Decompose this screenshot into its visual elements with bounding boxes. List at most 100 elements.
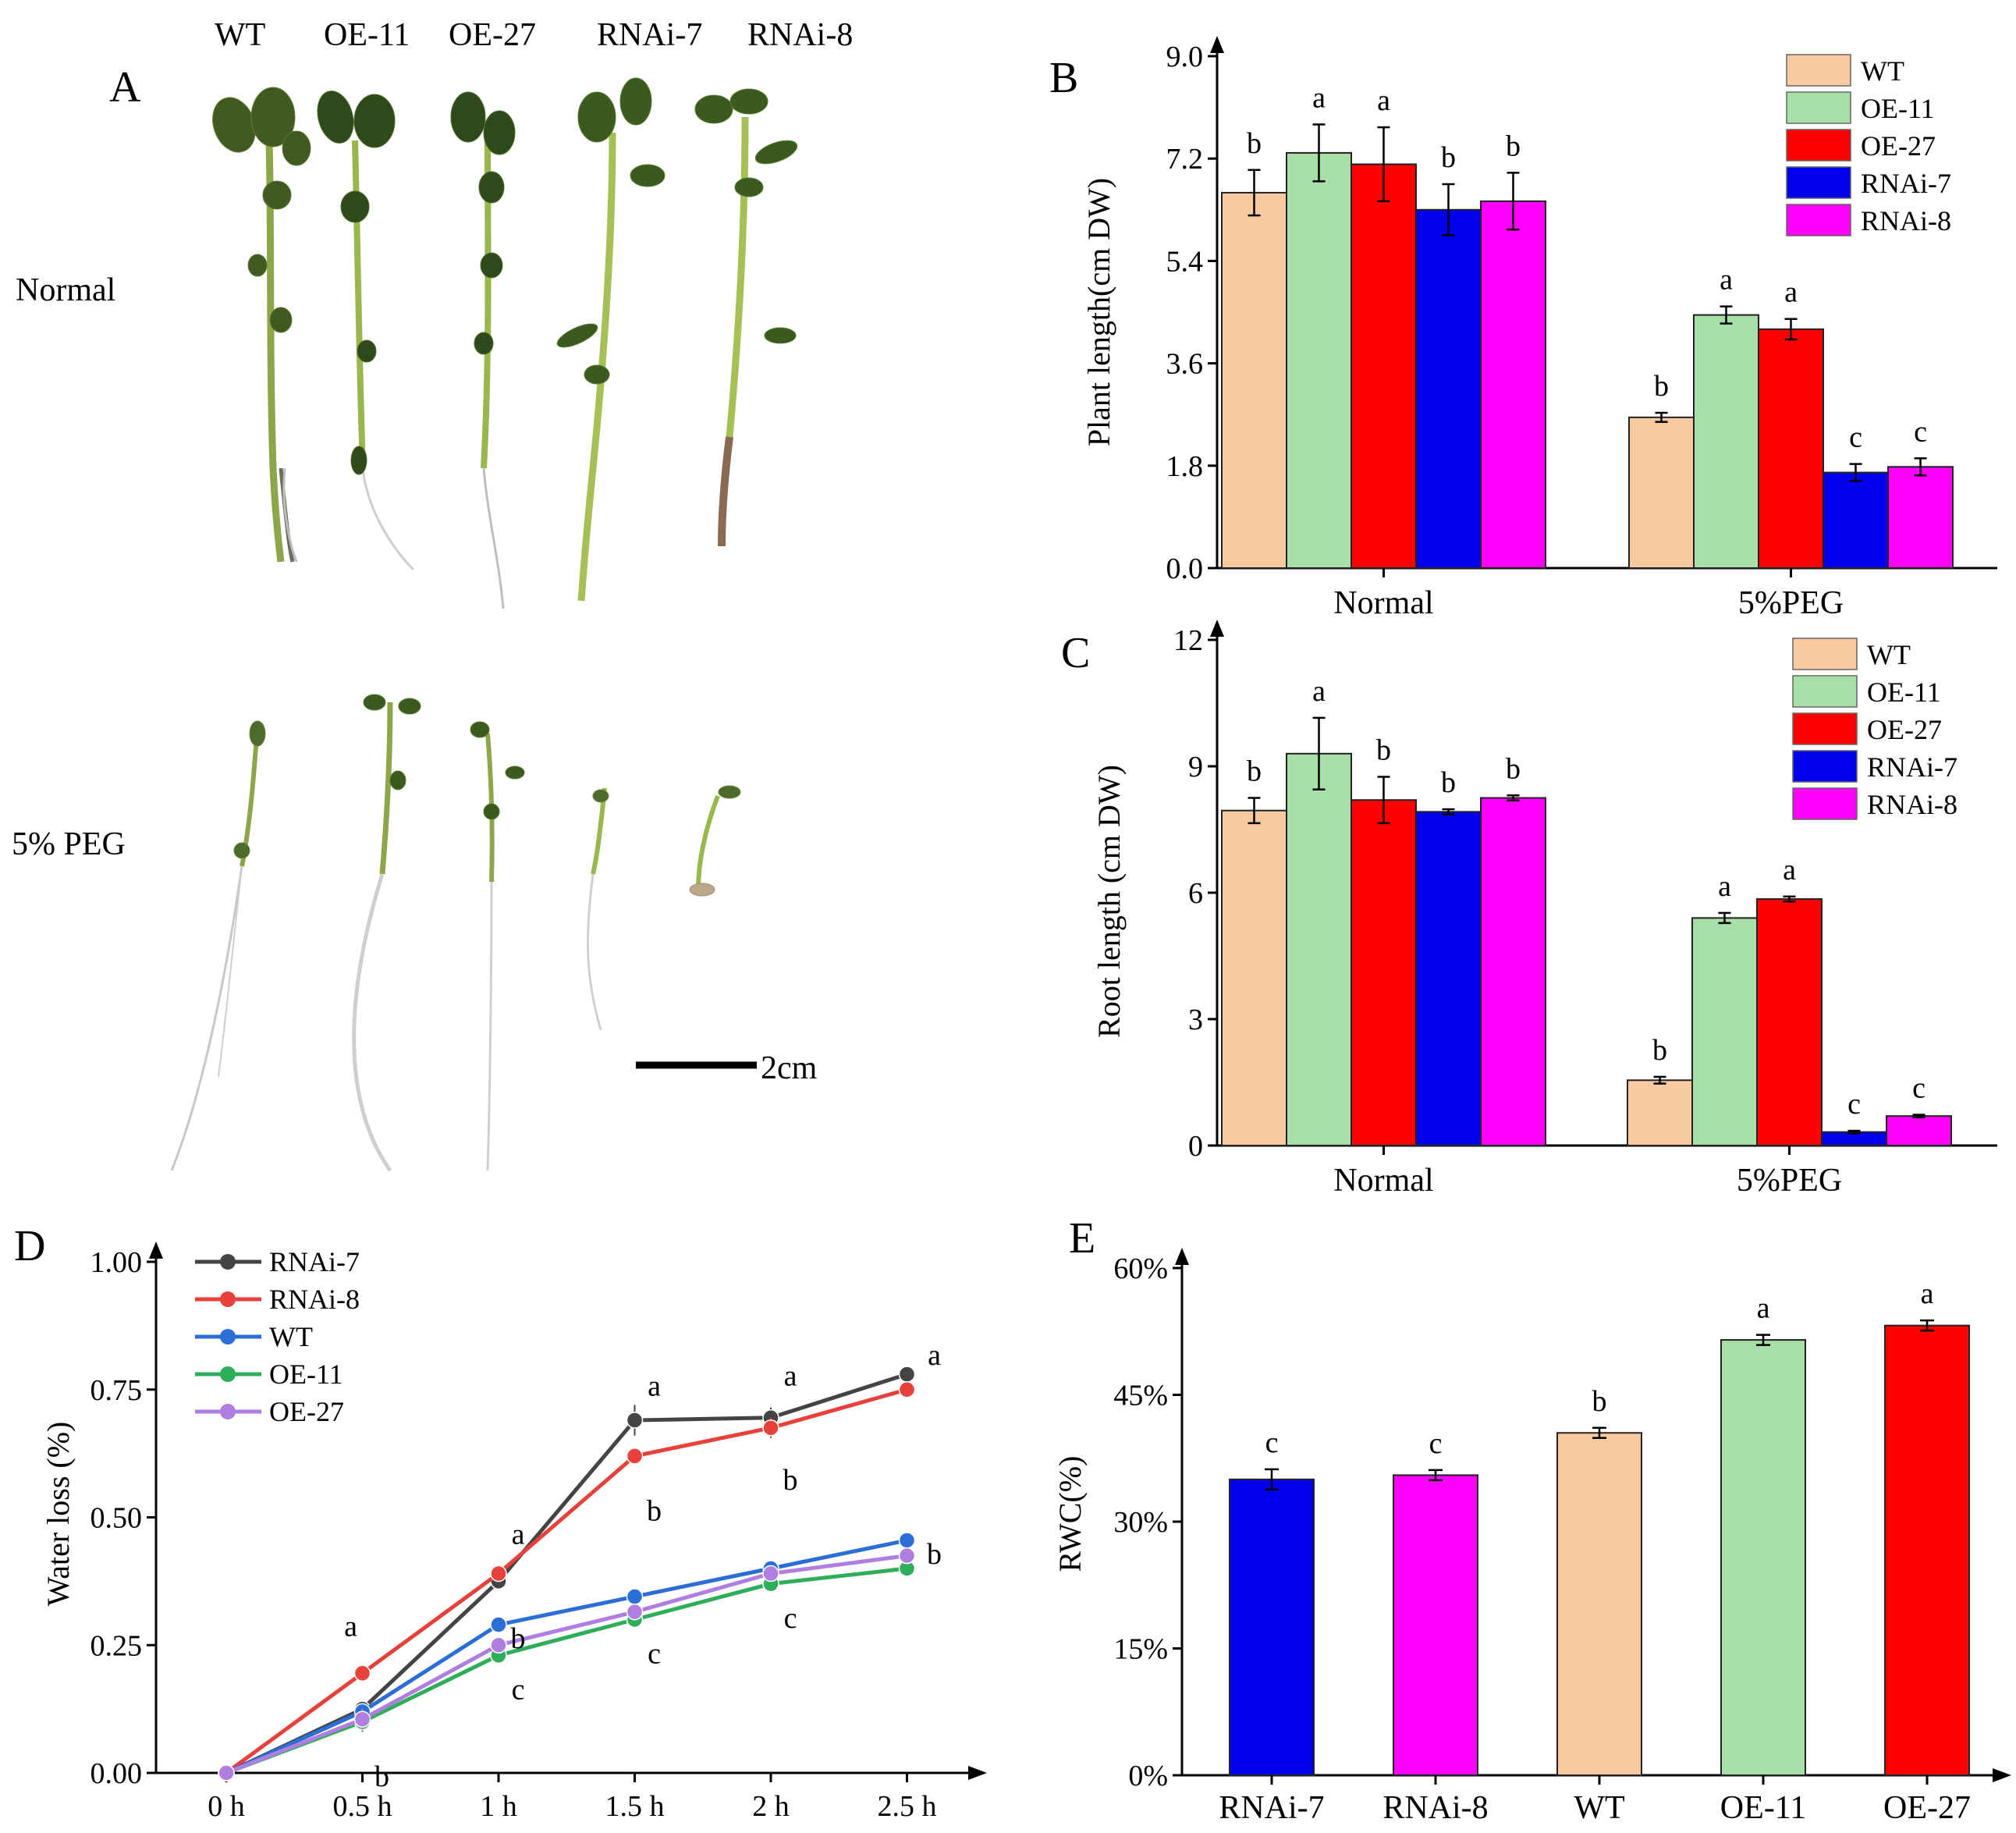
panel-d-legend-marker bbox=[220, 1329, 236, 1345]
panel-d: D Water loss (%) 0.00 0.25 0.50 0.75 1.00 0 h… bbox=[14, 1222, 987, 1823]
seedling-peg-oe11 bbox=[352, 694, 421, 1172]
panel-c-bar-5-peg-rnai-8 bbox=[1886, 1115, 1952, 1146]
panel-b-ytick-label: 5.4 bbox=[1166, 245, 1204, 278]
panel-c-legend-label: RNAi-8 bbox=[1867, 789, 1957, 820]
panel-c-sig-letter: b bbox=[1506, 752, 1521, 785]
panel-e-bar-oe-27 bbox=[1884, 1324, 1970, 1776]
panel-e-sig-letter: c bbox=[1429, 1427, 1443, 1460]
panel-d-sig-letter: b bbox=[511, 1622, 526, 1655]
panel-d-ytick-label: 0.75 bbox=[91, 1374, 143, 1407]
panel-d-point-oe-27 bbox=[898, 1547, 916, 1565]
panel-b-bar-normal-oe-27 bbox=[1351, 163, 1417, 569]
panel-b-legend-label: OE-11 bbox=[1861, 93, 1935, 124]
panel-d-xtick-label: 1.5 h bbox=[605, 1790, 665, 1823]
seedling-normal-rnai8 bbox=[694, 88, 798, 547]
genotype-label-rnai7: RNAi-7 bbox=[597, 17, 702, 53]
panel-c-xtick-label: Normal bbox=[1333, 1163, 1433, 1199]
panel-d-y-arrow bbox=[149, 1242, 163, 1259]
panel-d-legend-label: WT bbox=[269, 1321, 313, 1352]
panel-d-sig-letter: b bbox=[783, 1464, 798, 1497]
panel-c-bar-normal-rnai-8 bbox=[1480, 797, 1546, 1146]
panel-d-label: D bbox=[14, 1222, 45, 1270]
panel-e-y-arrow bbox=[1175, 1248, 1189, 1265]
panel-d-line-rnai-7 bbox=[225, 1372, 908, 1775]
panel-e-ytick-label: 45% bbox=[1113, 1380, 1168, 1412]
panel-b-xtick-label: 5%PEG bbox=[1738, 585, 1844, 621]
panel-d-point-rnai-8 bbox=[490, 1565, 507, 1583]
panel-c-legend-label: WT bbox=[1867, 639, 1911, 670]
panel-e-ytick-label: 15% bbox=[1113, 1633, 1168, 1666]
panel-d-point-oe-27 bbox=[218, 1764, 235, 1781]
panel-d-legend-marker bbox=[220, 1366, 236, 1382]
panel-d-legend-label: RNAi-7 bbox=[269, 1246, 360, 1277]
panel-e-xtick-label: RNAi-8 bbox=[1382, 1790, 1488, 1826]
panel-b-legend-label: OE-27 bbox=[1861, 130, 1936, 162]
panel-b-ytick-label: 7.2 bbox=[1166, 143, 1204, 176]
genotype-label-wt: WT bbox=[215, 17, 265, 53]
panel-d-line-oe-11 bbox=[225, 1566, 907, 1775]
panel-c-y-arrow bbox=[1210, 620, 1224, 637]
panel-d-point-wt bbox=[626, 1588, 644, 1605]
panel-b-sig-letter: b bbox=[1441, 141, 1456, 174]
panel-e-bar-rnai-7 bbox=[1229, 1478, 1315, 1777]
seedling-normal-oe27 bbox=[450, 91, 516, 609]
panel-b-ylabel: Plant length(cm DW) bbox=[1081, 178, 1116, 446]
panel-d-sig-letter: b bbox=[374, 1760, 389, 1793]
panel-d-point-oe-27 bbox=[762, 1565, 779, 1583]
panel-e: E RWC(%) 0% 15% 30% 45% 60% c RNAi-7 c RNAi-8 b WT… bbox=[1052, 1214, 2011, 1826]
panel-b-sig-letter: c bbox=[1914, 415, 1927, 448]
panel-b-sig-letter: c bbox=[1849, 421, 1862, 454]
panel-c-sig-letter: b bbox=[1441, 766, 1456, 799]
panel-e-bar-wt bbox=[1556, 1432, 1642, 1776]
panel-c-sig-letter: a bbox=[1783, 854, 1796, 886]
panel-b-sig-letter: b bbox=[1654, 370, 1669, 403]
panel-c-ytick-label: 3 bbox=[1188, 1004, 1203, 1036]
seedling-peg-rnai7 bbox=[586, 787, 609, 1031]
genotype-label-rnai8: RNAi-8 bbox=[747, 17, 853, 53]
panel-a-label: A bbox=[109, 63, 141, 112]
panel-c-ytick-label: 12 bbox=[1173, 624, 1203, 657]
panel-e-bar-rnai-8 bbox=[1393, 1474, 1478, 1776]
panel-b-ytick-label: 3.6 bbox=[1166, 348, 1204, 381]
panel-d-legend-label: RNAi-8 bbox=[269, 1284, 360, 1315]
panel-b-legend-label: WT bbox=[1861, 55, 1904, 87]
panel-e-label: E bbox=[1069, 1214, 1095, 1263]
panel-e-ytick-label: 0% bbox=[1128, 1760, 1168, 1792]
panel-a: A WT OE-11 OE-27 RNAi-7 RNAi-8 Normal 5%… bbox=[12, 17, 853, 1172]
panel-c-sig-letter: b bbox=[1376, 734, 1391, 767]
panel-c-legend-swatch-oe-27 bbox=[1792, 712, 1858, 745]
seedling-peg-wt bbox=[170, 720, 266, 1171]
panel-d-sig-letter: a bbox=[512, 1518, 525, 1551]
panel-d-legend-marker bbox=[220, 1254, 236, 1270]
panel-d-ytick-label: 0.00 bbox=[91, 1757, 143, 1790]
panel-e-xtick-label: OE-27 bbox=[1883, 1790, 1971, 1826]
panel-d-legend-label: OE-27 bbox=[269, 1396, 344, 1427]
panel-d-point-rnai-7 bbox=[898, 1366, 916, 1383]
panel-c-sig-letter: c bbox=[1847, 1088, 1861, 1121]
panel-d-xtick-label: 2.5 h bbox=[878, 1790, 937, 1823]
panel-d-point-rnai-8 bbox=[898, 1381, 916, 1398]
panel-d-sig-letter: a bbox=[928, 1339, 941, 1372]
panel-b-bar-5-peg-wt bbox=[1628, 416, 1695, 569]
panel-d-ytick-label: 1.00 bbox=[91, 1246, 143, 1279]
panel-e-sig-letter: c bbox=[1265, 1426, 1279, 1459]
panel-c-legend-swatch-oe-11 bbox=[1792, 675, 1858, 708]
panel-b-legend-label: RNAi-7 bbox=[1861, 168, 1951, 199]
panel-d-xtick-label: 0.5 h bbox=[333, 1790, 392, 1823]
panel-c-sig-letter: b bbox=[1247, 755, 1262, 788]
row-label-normal: Normal bbox=[16, 272, 115, 308]
panel-b-bar-5-peg-oe-11 bbox=[1693, 314, 1759, 569]
panel-e-xtick-label: WT bbox=[1574, 1790, 1624, 1826]
panel-c-bar-5-peg-oe-27 bbox=[1756, 898, 1823, 1146]
panel-d-ytick-label: 0.50 bbox=[91, 1502, 143, 1535]
panel-d-sig-letter: a bbox=[648, 1369, 661, 1402]
panel-e-ytick-label: 60% bbox=[1113, 1252, 1168, 1285]
panel-c-label: C bbox=[1061, 629, 1090, 677]
panel-d-ytick-label: 0.25 bbox=[91, 1629, 143, 1662]
panel-e-bar-oe-11 bbox=[1720, 1339, 1806, 1777]
panel-b-bar-5-peg-rnai-7 bbox=[1823, 471, 1889, 570]
seedling-peg-oe27 bbox=[470, 721, 525, 1171]
seedling-peg-rnai8 bbox=[689, 785, 741, 897]
panel-c-bar-normal-oe-11 bbox=[1286, 752, 1352, 1146]
panel-b-bar-normal-rnai-7 bbox=[1415, 208, 1482, 569]
